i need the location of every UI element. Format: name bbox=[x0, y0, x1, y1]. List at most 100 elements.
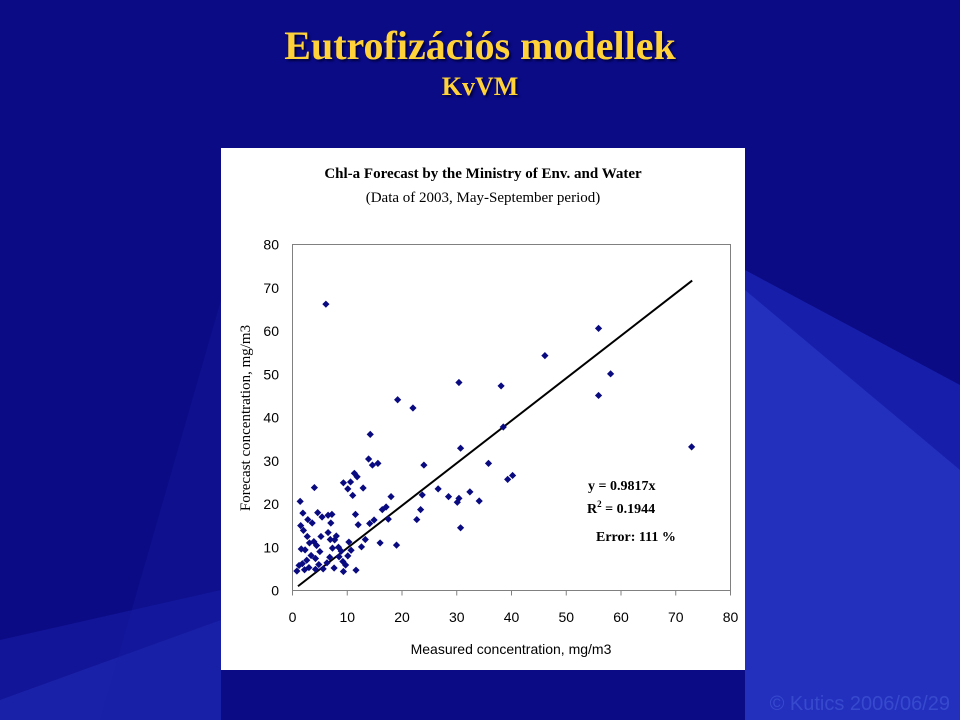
data-point bbox=[370, 516, 378, 524]
y-tick-label: 80 bbox=[263, 237, 279, 253]
data-point bbox=[368, 461, 377, 469]
data-point bbox=[594, 391, 603, 400]
y-tick-label: 70 bbox=[263, 280, 279, 296]
data-point bbox=[384, 515, 392, 523]
data-point bbox=[349, 491, 357, 499]
data-point bbox=[409, 404, 417, 412]
slide-title: Eutrofizációs modellek bbox=[284, 23, 676, 68]
data-point bbox=[497, 382, 505, 390]
data-point bbox=[347, 546, 355, 554]
data-point bbox=[331, 536, 339, 544]
data-point bbox=[456, 524, 465, 532]
data-point bbox=[344, 552, 352, 560]
data-point bbox=[317, 532, 325, 541]
data-point bbox=[326, 535, 334, 544]
data-point bbox=[308, 519, 316, 527]
data-point bbox=[359, 484, 367, 492]
data-point bbox=[688, 443, 696, 451]
data-point bbox=[392, 541, 401, 549]
slide-subtitle: KvVM bbox=[441, 72, 519, 101]
data-point bbox=[314, 509, 322, 517]
x-axis-label: Measured concentration, mg/m3 bbox=[411, 641, 612, 657]
data-point bbox=[324, 528, 332, 537]
data-point bbox=[508, 471, 517, 480]
data-point bbox=[376, 539, 384, 547]
data-point bbox=[606, 370, 615, 378]
data-point bbox=[296, 497, 304, 506]
data-point bbox=[299, 509, 307, 517]
data-point bbox=[350, 469, 358, 477]
data-point bbox=[311, 554, 320, 563]
data-point bbox=[344, 485, 352, 493]
data-point bbox=[346, 478, 355, 486]
data-point bbox=[328, 510, 336, 518]
data-point bbox=[339, 557, 347, 566]
data-point bbox=[361, 535, 369, 544]
data-point bbox=[357, 543, 366, 551]
data-point bbox=[366, 519, 374, 528]
y-axis-label: Forecast concentration, mg/m3 bbox=[238, 325, 254, 511]
chart-subtitle: (Data of 2003, May-September period) bbox=[366, 190, 601, 206]
data-point bbox=[499, 423, 507, 431]
data-point bbox=[374, 459, 382, 467]
data-point bbox=[466, 488, 474, 496]
r-squared-label: R2 = 0.1944 bbox=[587, 499, 655, 517]
y-axis-ticks: 0 10 20 30 40 50 60 70 80 bbox=[263, 237, 279, 599]
chart-panel bbox=[221, 148, 745, 670]
x-tick-label: 80 bbox=[723, 609, 739, 625]
data-point bbox=[319, 565, 327, 573]
data-point bbox=[352, 566, 360, 574]
x-tick-label: 40 bbox=[504, 609, 520, 625]
data-point bbox=[484, 459, 493, 467]
data-point bbox=[303, 532, 311, 541]
data-point bbox=[322, 300, 330, 308]
data-point bbox=[417, 506, 425, 514]
data-point bbox=[394, 396, 402, 404]
x-tick-label: 70 bbox=[668, 609, 684, 625]
data-point bbox=[456, 444, 465, 452]
data-point bbox=[327, 519, 335, 527]
data-point bbox=[455, 378, 463, 387]
data-point bbox=[420, 461, 428, 469]
data-point bbox=[342, 561, 350, 569]
data-point bbox=[318, 513, 326, 521]
data-point bbox=[304, 515, 312, 524]
y-tick-label: 60 bbox=[263, 323, 279, 339]
data-point bbox=[315, 560, 323, 569]
error-label: Error: 111 % bbox=[596, 530, 676, 545]
x-tick-label: 50 bbox=[558, 609, 574, 625]
data-point bbox=[307, 551, 315, 560]
data-point bbox=[312, 541, 321, 550]
x-tick-label: 60 bbox=[613, 609, 629, 625]
data-point bbox=[299, 526, 308, 534]
data-point bbox=[339, 567, 348, 576]
trendline bbox=[297, 279, 693, 588]
data-point bbox=[382, 503, 390, 511]
data-point bbox=[418, 491, 426, 499]
data-point bbox=[345, 538, 353, 546]
data-point bbox=[475, 497, 483, 505]
data-point bbox=[298, 560, 306, 568]
chart-title: Chl-a Forecast by the Ministry of Env. a… bbox=[324, 166, 642, 182]
data-point bbox=[330, 564, 338, 572]
data-point bbox=[351, 510, 360, 518]
x-tick-label: 20 bbox=[394, 609, 410, 625]
y-tick-label: 30 bbox=[263, 453, 279, 469]
data-point bbox=[413, 515, 421, 524]
data-point bbox=[310, 483, 318, 492]
data-point bbox=[455, 494, 463, 502]
data-point bbox=[301, 546, 309, 554]
data-point bbox=[365, 455, 373, 463]
data-point bbox=[337, 547, 345, 555]
equation-label: y = 0.9817x bbox=[588, 479, 655, 494]
data-point bbox=[328, 544, 337, 552]
data-point bbox=[310, 538, 318, 546]
footer-credit: © Kutics 2006/06/29 bbox=[769, 693, 950, 715]
y-tick-label: 40 bbox=[263, 410, 279, 426]
x-tick-label: 0 bbox=[289, 609, 297, 625]
data-point bbox=[311, 565, 320, 573]
data-point bbox=[323, 559, 331, 567]
data-point bbox=[354, 521, 362, 529]
data-point bbox=[387, 493, 395, 501]
